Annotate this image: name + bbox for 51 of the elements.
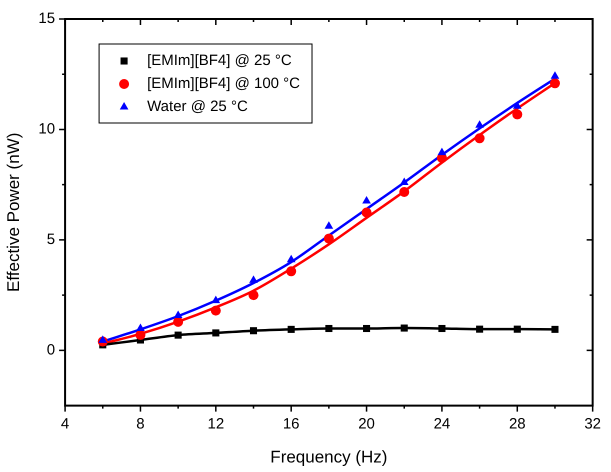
- point: [174, 310, 182, 318]
- x-tick-label: 24: [434, 416, 450, 433]
- point: [362, 208, 372, 218]
- point: [476, 326, 484, 333]
- point: [363, 324, 370, 332]
- point: [550, 78, 560, 88]
- point: [475, 120, 484, 128]
- y-tick-label: 15: [38, 10, 56, 28]
- x-axis-title: Frequency (Hz): [270, 447, 388, 466]
- y-axis-title: Effective Power (nW): [4, 132, 23, 292]
- y-tick-label: 10: [38, 120, 56, 138]
- point: [324, 234, 334, 244]
- point: [249, 275, 258, 283]
- point: [551, 326, 559, 333]
- x-tick-label: 12: [207, 416, 224, 433]
- legend-label: [EMIm][BF4] @ 25 °C: [147, 52, 292, 70]
- point: [288, 326, 295, 333]
- x-tick-label: 8: [136, 416, 145, 433]
- point: [135, 330, 146, 340]
- x-tick-label: 4: [60, 416, 70, 433]
- point: [174, 332, 182, 339]
- point: [324, 221, 334, 229]
- point: [400, 177, 409, 185]
- y-tick-label: 5: [46, 231, 56, 248]
- point: [514, 326, 521, 333]
- point: [512, 101, 522, 109]
- point: [98, 335, 108, 343]
- point: [250, 327, 258, 334]
- y-tick-label: 0: [46, 342, 56, 359]
- point: [286, 254, 296, 262]
- point: [438, 324, 446, 332]
- legend-label: [EMIm][BF4] @ 100 °C: [147, 75, 300, 92]
- x-tick-label: 32: [584, 416, 601, 433]
- point: [286, 266, 296, 276]
- point: [362, 196, 371, 204]
- x-tick-label: 16: [282, 416, 300, 433]
- point: [212, 329, 220, 336]
- point: [400, 324, 408, 332]
- point: [438, 148, 446, 156]
- point: [474, 133, 485, 144]
- point: [136, 324, 145, 331]
- point: [325, 324, 332, 332]
- point: [210, 306, 221, 316]
- point: [512, 109, 522, 120]
- point: [399, 186, 410, 197]
- point: [248, 290, 259, 300]
- point: [173, 316, 184, 327]
- x-tick-label: 20: [358, 416, 375, 433]
- x-tick-label: 28: [508, 416, 526, 433]
- legend-label: Water @ 25 °C: [147, 98, 248, 116]
- point: [550, 71, 560, 79]
